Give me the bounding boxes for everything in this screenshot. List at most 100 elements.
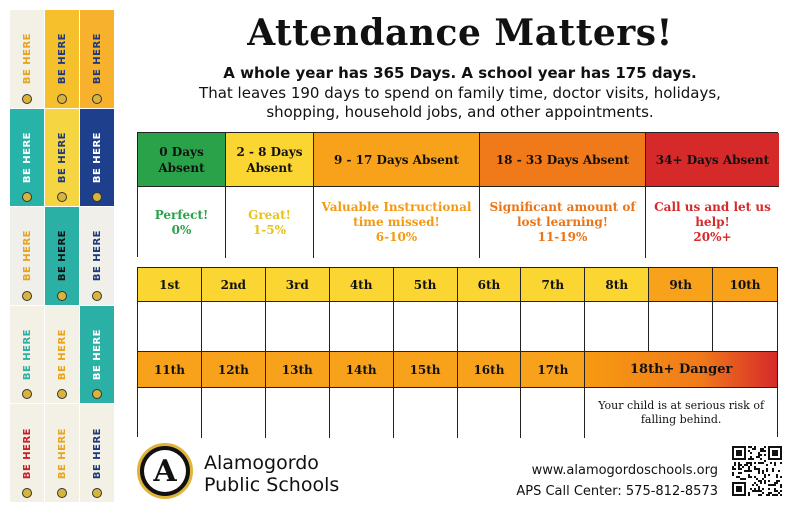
banner-tile: BE HERE: [10, 207, 44, 305]
day-header: 10th: [713, 268, 777, 302]
mascot-badge-icon: [22, 389, 32, 400]
mascot-badge-icon: [22, 93, 32, 104]
day-checkbox[interactable]: [329, 388, 394, 438]
day-header: 8th: [585, 268, 650, 302]
school-name: Alamogordo Public Schools: [204, 452, 339, 496]
day-header: 7th: [521, 268, 586, 302]
day-header: 11th: [138, 352, 202, 388]
day-header: 15th: [393, 352, 458, 388]
subtitle-body: That leaves 190 days to spend on family …: [130, 84, 790, 122]
mascot-badge-icon: [22, 290, 32, 301]
mascot-badge-icon: [57, 93, 67, 104]
category-percent: 20%+: [693, 230, 732, 244]
day-checkbox[interactable]: [521, 388, 586, 438]
banner-tile: BE HERE: [45, 207, 79, 305]
day-checkbox[interactable]: [265, 302, 330, 352]
banner-tile: BE HERE: [80, 108, 114, 207]
day-header: 2nd: [201, 268, 266, 302]
category-label: Call us and let us help!: [654, 200, 771, 229]
school-name-line: Alamogordo: [204, 452, 319, 474]
category-percent: 1-5%: [252, 222, 287, 237]
danger-header: 18th+ Danger: [585, 352, 777, 388]
page-title: Attendance Matters!: [247, 12, 673, 54]
school-name-line: Public Schools: [204, 474, 340, 496]
category-label: Perfect!: [154, 207, 209, 222]
category-percent: 6-10%: [375, 230, 418, 244]
category-description: Valuable Instructional time missed! 6-10%: [314, 187, 480, 258]
day-header: 1st: [138, 268, 202, 302]
day-checkbox[interactable]: [649, 302, 714, 352]
school-logo: A: [137, 443, 193, 499]
banner-tile-text: BE HERE: [21, 329, 33, 381]
banner-tile-text: BE HERE: [21, 131, 33, 183]
day-header: 17th: [521, 352, 586, 388]
banner-tile-text: BE HERE: [91, 329, 103, 381]
banner-tile-text: BE HERE: [91, 230, 103, 282]
banner-tile-text: BE HERE: [56, 230, 68, 282]
side-banner-strip: BE HERE BE HERE BE HERE BE HERE BE HERE BE HE…: [10, 10, 114, 502]
banner-tile: BE HERE: [45, 10, 79, 108]
banner-tile: BE HERE: [45, 108, 79, 207]
banner-tile-text: BE HERE: [91, 427, 103, 479]
day-checkbox[interactable]: [138, 302, 202, 352]
day-header: 16th: [457, 352, 522, 388]
day-header: 13th: [265, 352, 330, 388]
mascot-badge-icon: [57, 192, 67, 203]
day-checkbox[interactable]: [713, 302, 777, 352]
absence-category-table: 0 Days Absent 2 - 8 Days Absent 9 - 17 Day…: [137, 132, 779, 258]
category-description: Significant amount of lost learning! 11-1…: [480, 187, 646, 258]
category-header: 9 - 17 Days Absent: [314, 133, 480, 187]
category-percent: 11-19%: [537, 230, 588, 244]
danger-message: Your child is at serious risk of falling…: [585, 388, 777, 438]
banner-tile-text: BE HERE: [21, 33, 33, 85]
mascot-badge-icon: [57, 389, 67, 400]
day-checkbox[interactable]: [457, 302, 522, 352]
contact-info: www.alamogordoschools.org APS Call Cente…: [516, 460, 718, 502]
day-header: 3rd: [265, 268, 330, 302]
category-percent: 0%: [171, 222, 192, 237]
banner-tile: BE HERE: [45, 404, 79, 502]
banner-tile: BE HERE: [10, 108, 44, 207]
mascot-badge-icon: [57, 487, 67, 498]
website-link[interactable]: www.alamogordoschools.org: [531, 463, 718, 478]
category-label: Significant amount of lost learning!: [489, 200, 636, 229]
subtitle-bold: A whole year has 365 Days. A school year…: [223, 64, 697, 82]
mascot-badge-icon: [92, 487, 102, 498]
day-checkbox[interactable]: [265, 388, 330, 438]
category-header: 18 - 33 Days Absent: [480, 133, 646, 187]
mascot-badge-icon: [22, 487, 32, 498]
day-checkbox[interactable]: [393, 302, 458, 352]
banner-tile-text: BE HERE: [91, 131, 103, 183]
banner-tile-text: BE HERE: [56, 329, 68, 381]
mascot-badge-icon: [92, 290, 102, 301]
qr-code-icon[interactable]: [732, 446, 782, 496]
category-header: 0 Days Absent: [138, 133, 226, 187]
day-header: 14th: [329, 352, 394, 388]
banner-tile-text: BE HERE: [91, 33, 103, 85]
category-description: Call us and let us help! 20%+: [646, 187, 779, 258]
category-description: Great! 1-5%: [226, 187, 314, 258]
category-label: Great!: [248, 207, 291, 222]
banner-tile: BE HERE: [45, 305, 79, 404]
day-checkbox[interactable]: [329, 302, 394, 352]
absence-day-tracker: 1st 2nd 3rd 4th 5th 6th 7th 8th 9th 10th 11th 12th 1…: [137, 267, 778, 438]
day-checkbox[interactable]: [521, 302, 586, 352]
day-checkbox[interactable]: [201, 388, 266, 438]
day-checkbox[interactable]: [585, 302, 650, 352]
day-header: 6th: [457, 268, 522, 302]
subtitle-line: That leaves 190 days to spend on family …: [199, 84, 721, 102]
banner-tile: BE HERE: [80, 207, 114, 305]
day-checkbox[interactable]: [393, 388, 458, 438]
banner-tile: BE HERE: [80, 10, 114, 108]
banner-tile: BE HERE: [10, 305, 44, 404]
day-header: 12th: [201, 352, 266, 388]
banner-tile: BE HERE: [80, 404, 114, 502]
mascot-badge-icon: [92, 93, 102, 104]
mascot-badge-icon: [92, 192, 102, 203]
day-header: 9th: [649, 268, 714, 302]
day-checkbox[interactable]: [201, 302, 266, 352]
day-checkbox[interactable]: [457, 388, 522, 438]
day-checkbox[interactable]: [138, 388, 202, 438]
banner-tile-text: BE HERE: [56, 427, 68, 479]
subtitle-line: shopping, household jobs, and other appo…: [266, 103, 654, 121]
